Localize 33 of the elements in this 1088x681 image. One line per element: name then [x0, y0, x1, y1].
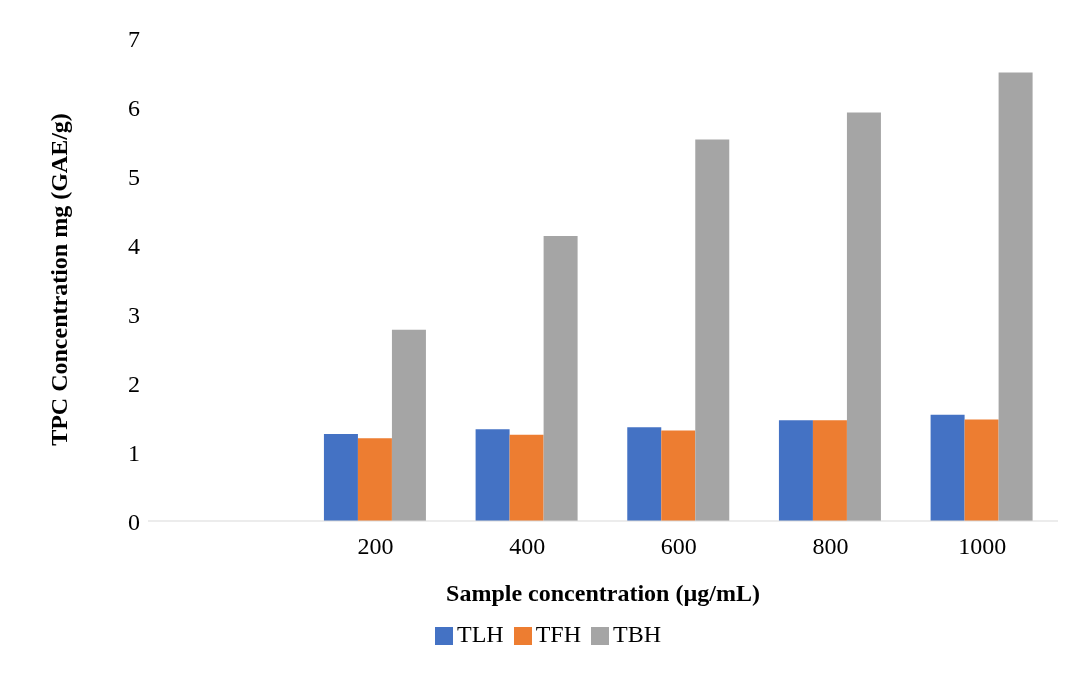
bar: [846, 112, 881, 521]
bar: [391, 329, 426, 521]
bar: [661, 430, 696, 521]
y-axis-title: TPC Concentration mg (GAE/g): [45, 113, 72, 446]
bar: [627, 427, 662, 521]
x-tick-label: 800: [812, 533, 849, 560]
x-tick-label: 1000: [958, 533, 1007, 560]
bar: [812, 420, 847, 521]
bar: [475, 429, 510, 521]
legend-label: TBH: [613, 621, 661, 647]
bar: [543, 236, 578, 521]
y-tick-label: 4: [128, 232, 140, 259]
bar: [509, 434, 544, 521]
y-tick-label: 1: [128, 439, 140, 466]
x-tick-label: 600: [660, 533, 697, 560]
bar: [778, 420, 813, 521]
legend-label: TLH: [457, 621, 504, 647]
bar: [964, 419, 999, 521]
x-tick-label: 400: [509, 533, 546, 560]
y-tick-label: 7: [128, 25, 140, 52]
y-tick-label: 2: [128, 370, 140, 397]
bar: [695, 139, 730, 521]
y-tick-label: 6: [128, 94, 140, 121]
bar: [930, 414, 965, 521]
y-tick-label: 0: [128, 508, 140, 535]
y-tick-label: 3: [128, 301, 140, 328]
x-tick-label: 200: [357, 533, 394, 560]
bar: [998, 72, 1033, 521]
bar: [357, 438, 392, 521]
legend-label: TFH: [535, 621, 581, 647]
y-tick-label: 5: [128, 163, 140, 190]
bar: [323, 434, 358, 521]
x-axis-title: Sample concentration (µg/mL): [446, 580, 760, 606]
